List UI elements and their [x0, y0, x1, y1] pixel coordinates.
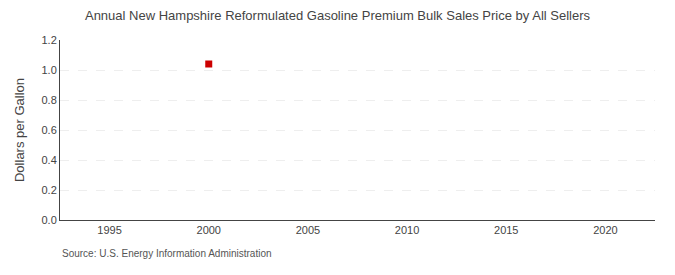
svg-text:0.2: 0.2 — [42, 184, 57, 196]
svg-text:Annual New Hampshire Reformula: Annual New Hampshire Reformulated Gasoli… — [85, 8, 591, 23]
svg-text:1.2: 1.2 — [42, 34, 57, 46]
svg-text:Dollars per Gallon: Dollars per Gallon — [12, 78, 27, 182]
svg-text:0.6: 0.6 — [42, 124, 57, 136]
svg-text:2000: 2000 — [197, 224, 221, 236]
svg-text:2015: 2015 — [494, 224, 518, 236]
svg-text:Source: U.S. Energy Informatio: Source: U.S. Energy Information Administ… — [62, 248, 272, 259]
svg-text:2005: 2005 — [296, 224, 320, 236]
svg-text:0.4: 0.4 — [42, 154, 57, 166]
svg-text:0.8: 0.8 — [42, 94, 57, 106]
svg-text:0.0: 0.0 — [42, 214, 57, 226]
svg-text:1.0: 1.0 — [42, 64, 57, 76]
svg-text:1995: 1995 — [97, 224, 121, 236]
svg-text:2020: 2020 — [593, 224, 617, 236]
svg-text:2010: 2010 — [395, 224, 419, 236]
